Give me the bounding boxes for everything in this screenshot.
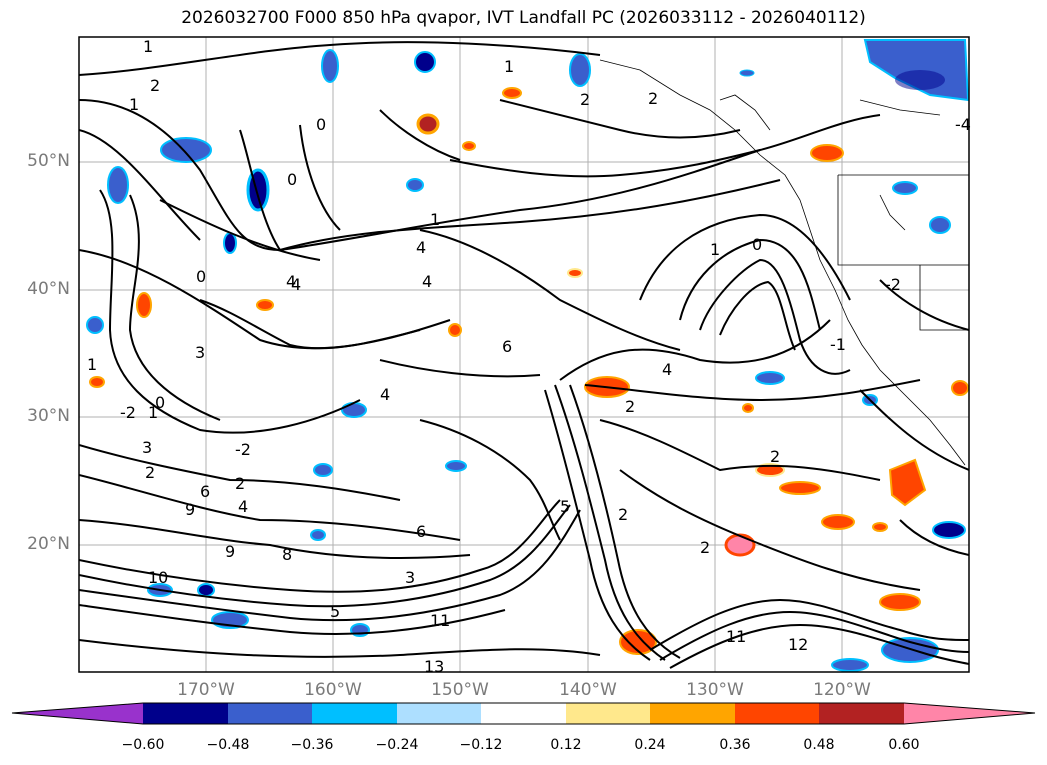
contour-label: 5	[560, 497, 570, 516]
contour-label: 0	[287, 170, 297, 189]
contour-label: 2	[580, 90, 590, 109]
colorbar-tick: −0.12	[459, 737, 503, 753]
lon-label-130w: 130°W	[686, 680, 744, 700]
contour-label: 6	[502, 337, 512, 356]
colorbar-bin	[481, 703, 566, 724]
colorbar-tick: 0.60	[888, 737, 920, 753]
lon-label-170w: 170°W	[177, 680, 235, 700]
contour-label: 4	[291, 275, 301, 294]
contour-label: 2	[700, 538, 710, 557]
map-background	[79, 37, 969, 672]
contour-label: -2	[120, 403, 136, 422]
colorbar-bin	[650, 703, 735, 724]
lon-label-140w: 140°W	[559, 680, 617, 700]
colorbar-bin	[397, 703, 481, 724]
contour-label: 1	[129, 95, 139, 114]
contour-labels: 1 2 2 1 0 0 1 4 4 4 0 -2 2 6 2 2 2 1 0 -…	[87, 37, 971, 676]
lon-label-120w: 120°W	[813, 680, 871, 700]
contour-label: 9	[185, 500, 195, 519]
colorbar-bin	[819, 703, 904, 724]
contour-label: 1	[143, 37, 153, 56]
contour-label: 13	[424, 657, 444, 676]
contour-label: 4	[286, 272, 296, 291]
contour-label: 3	[195, 343, 205, 362]
contour-label: 10	[148, 568, 168, 587]
contour-label: 4	[416, 238, 426, 257]
contour-label: 6	[200, 482, 210, 501]
lat-label-40n: 40°N	[27, 279, 70, 299]
contour-label: 4	[422, 272, 432, 291]
colorbar-extend-high	[904, 703, 1035, 724]
contour-label: 2	[618, 505, 628, 524]
colorbar-bin	[735, 703, 819, 724]
lat-label-20n: 20°N	[27, 534, 70, 554]
map-gridlines	[79, 37, 969, 672]
contour-label: 0	[752, 235, 762, 254]
contour-label: 4	[380, 385, 390, 404]
map-frame	[78, 36, 970, 673]
lon-label-150w: 150°W	[431, 680, 489, 700]
contour-label: -4	[955, 115, 971, 134]
colorbar-outline	[11, 702, 1036, 725]
colorbar-tick: 0.24	[634, 737, 666, 753]
colorbar-bin	[143, 703, 228, 724]
contour-label: 5	[330, 602, 340, 621]
contour-label: 2	[625, 397, 635, 416]
contour-label: 1	[87, 355, 97, 374]
contour-label: 9	[225, 542, 235, 561]
colorbar-bin	[566, 703, 650, 724]
contour-label: 2	[770, 447, 780, 466]
contour-label: 2	[150, 76, 160, 95]
colorbar-bin	[228, 703, 312, 724]
lon-label-160w: 160°W	[304, 680, 362, 700]
contour-label: 1	[504, 57, 514, 76]
colorbar-tick: −0.24	[375, 737, 419, 753]
colorbar-tick: 0.48	[803, 737, 835, 753]
colorbar-extend-low	[12, 703, 143, 724]
contour-label: 12	[788, 635, 808, 654]
colorbar-bin	[312, 703, 397, 724]
contour-label: 11	[430, 611, 450, 630]
colorbar-tick: 0.12	[550, 737, 582, 753]
contour-label: 1	[148, 403, 158, 422]
contour-label: 8	[282, 545, 292, 564]
contour-label: -2	[235, 440, 251, 459]
contour-label: -1	[830, 335, 846, 354]
colorbar-tick: −0.60	[121, 737, 165, 753]
colorbar-tick: −0.36	[290, 737, 334, 753]
contour-label: 4	[662, 360, 672, 379]
contour-label: -2	[885, 275, 901, 294]
contour-label: 4	[238, 497, 248, 516]
colorbar-tick: −0.48	[206, 737, 250, 753]
lat-label-30n: 30°N	[27, 406, 70, 426]
contour-label: 2	[235, 474, 245, 493]
contour-label: 1	[710, 240, 720, 259]
ivt-contours	[79, 41, 969, 669]
colorbar	[11, 702, 1036, 725]
contour-label: 0	[155, 393, 165, 412]
map-title: 2026032700 F000 850 hPa qvapor, IVT Land…	[181, 8, 866, 28]
colorbar-tick: 0.36	[719, 737, 751, 753]
contour-label: 3	[405, 568, 415, 587]
contour-label: 6	[416, 522, 426, 541]
contour-label: 0	[196, 267, 206, 286]
qvapor-anomaly-fills	[86, 39, 969, 672]
contour-label: 0	[316, 115, 326, 134]
contour-label: 11	[726, 627, 746, 646]
map-content	[79, 37, 969, 672]
contour-label: 2	[145, 463, 155, 482]
contour-label: 3	[142, 438, 152, 457]
contour-label: 2	[648, 89, 658, 108]
lat-label-50n: 50°N	[27, 151, 70, 171]
contour-label: 1	[430, 210, 440, 229]
